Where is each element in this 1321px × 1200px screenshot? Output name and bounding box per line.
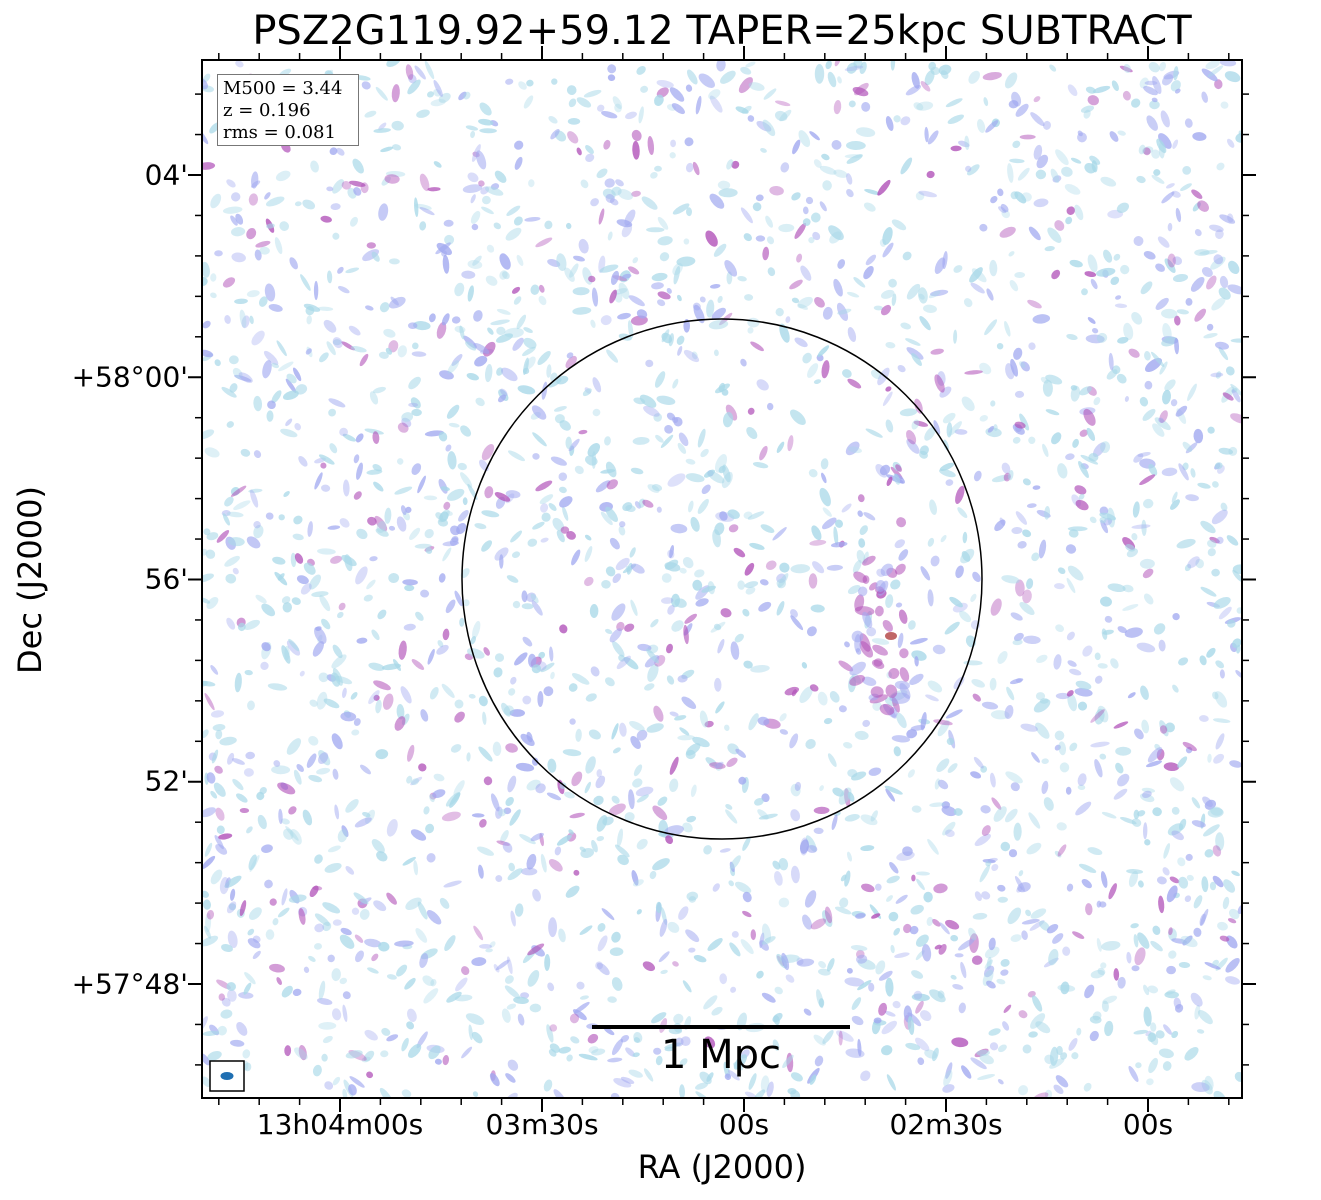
m500-value: M500 = 3.44 [223, 78, 343, 99]
y-tick-label: 04' [144, 158, 188, 192]
axis-ticks [188, 46, 1256, 1112]
scale-bar-label: 1 Mpc [660, 1032, 782, 1078]
x-tick-label: 00s [1122, 1108, 1174, 1141]
y-tick-label: +58°00' [71, 360, 188, 394]
redshift-value: z = 0.196 [223, 100, 311, 121]
info-box: M500 = 3.44 z = 0.196 rms = 0.081 [217, 74, 359, 146]
y-tick-label: 52' [144, 764, 188, 798]
y-tick-label: +57°48' [71, 967, 188, 1001]
y-axis-label: Dec (J2000) [11, 486, 49, 674]
plot-title: PSZ2G119.92+59.12 TAPER=25kpc SUBTRACT [252, 8, 1192, 54]
x-tick-label: 00s [718, 1108, 770, 1141]
r500-circle [461, 318, 983, 840]
beam-ellipse [220, 1072, 234, 1080]
rms-value: rms = 0.081 [223, 122, 336, 143]
x-tick-label: 13h04m00s [256, 1108, 424, 1141]
radio-emission-image [202, 60, 1242, 1098]
plot-area [202, 60, 1242, 1098]
x-tick-label: 03m30s [485, 1108, 599, 1141]
y-tick-label: 56' [144, 562, 188, 596]
x-tick-label: 02m30s [889, 1108, 1003, 1141]
x-axis-label: RA (J2000) [637, 1148, 807, 1186]
